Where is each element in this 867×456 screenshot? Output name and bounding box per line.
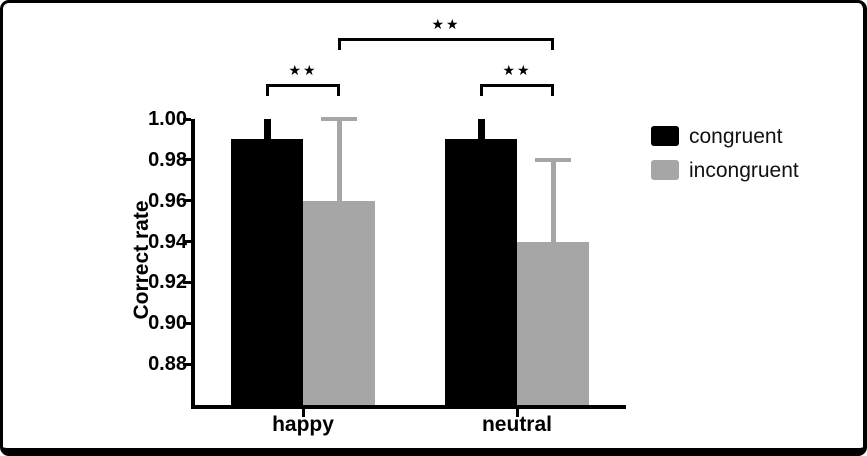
y-axis-tick [183, 117, 191, 121]
error-bar-cap-neutral-incongruent [535, 157, 571, 162]
error-bar-cap-happy-incongruent [321, 117, 357, 121]
legend: congruent incongruent [651, 126, 799, 194]
bar-neutral-congruent [445, 139, 517, 407]
significance-bracket-2 [338, 38, 554, 50]
error-bar-whisker-happy-congruent [263, 119, 271, 140]
bar-chart: Correct rate 1.00 0.98 0.96 0.94 0.92 0.90 0.8… [3, 3, 863, 448]
x-axis-tick [301, 409, 305, 417]
x-axis-line [191, 405, 626, 409]
y-axis-tick-label: 0.98 [148, 148, 187, 171]
y-axis-tick-label: 0.96 [148, 189, 187, 212]
y-axis-tick-label: 0.92 [148, 271, 187, 294]
significance-stars-2: ★★ [431, 17, 461, 33]
y-axis-tick-label: 1.00 [148, 108, 187, 130]
y-axis-tick [183, 280, 191, 284]
y-axis-tick-label: 0.94 [148, 230, 187, 253]
y-axis-tick [183, 240, 191, 244]
significance-bracket-1 [480, 84, 554, 96]
y-axis-tick-label: 0.90 [148, 312, 187, 335]
bar-neutral-incongruent [517, 241, 589, 407]
x-axis-tick [515, 409, 519, 417]
error-bar-whisker-neutral-congruent [477, 119, 485, 140]
legend-swatch-congruent [651, 126, 679, 146]
legend-item-congruent: congruent [651, 124, 799, 148]
legend-label-incongruent: incongruent [689, 158, 799, 182]
legend-swatch-incongruent [651, 160, 679, 180]
bar-happy-congruent [231, 139, 303, 407]
y-axis-tick [183, 158, 191, 162]
category-label-happy: happy [272, 413, 334, 436]
category-label-neutral: neutral [481, 413, 552, 436]
error-bar-whisker-neutral-incongruent [550, 159, 556, 242]
y-axis-tick [183, 321, 191, 325]
y-axis-tick-label: 0.88 [148, 353, 187, 376]
significance-stars-1: ★★ [502, 63, 532, 79]
error-bar-whisker-happy-incongruent [336, 119, 342, 201]
bar-happy-incongruent [303, 200, 375, 407]
legend-label-congruent: congruent [689, 124, 783, 148]
significance-stars-0: ★★ [288, 63, 318, 79]
y-axis-tick [183, 362, 191, 366]
y-axis-line [191, 119, 195, 409]
y-axis-title: Correct rate [130, 200, 153, 320]
y-axis-tick [183, 199, 191, 203]
legend-item-incongruent: incongruent [651, 158, 799, 182]
significance-bracket-0 [266, 84, 340, 96]
